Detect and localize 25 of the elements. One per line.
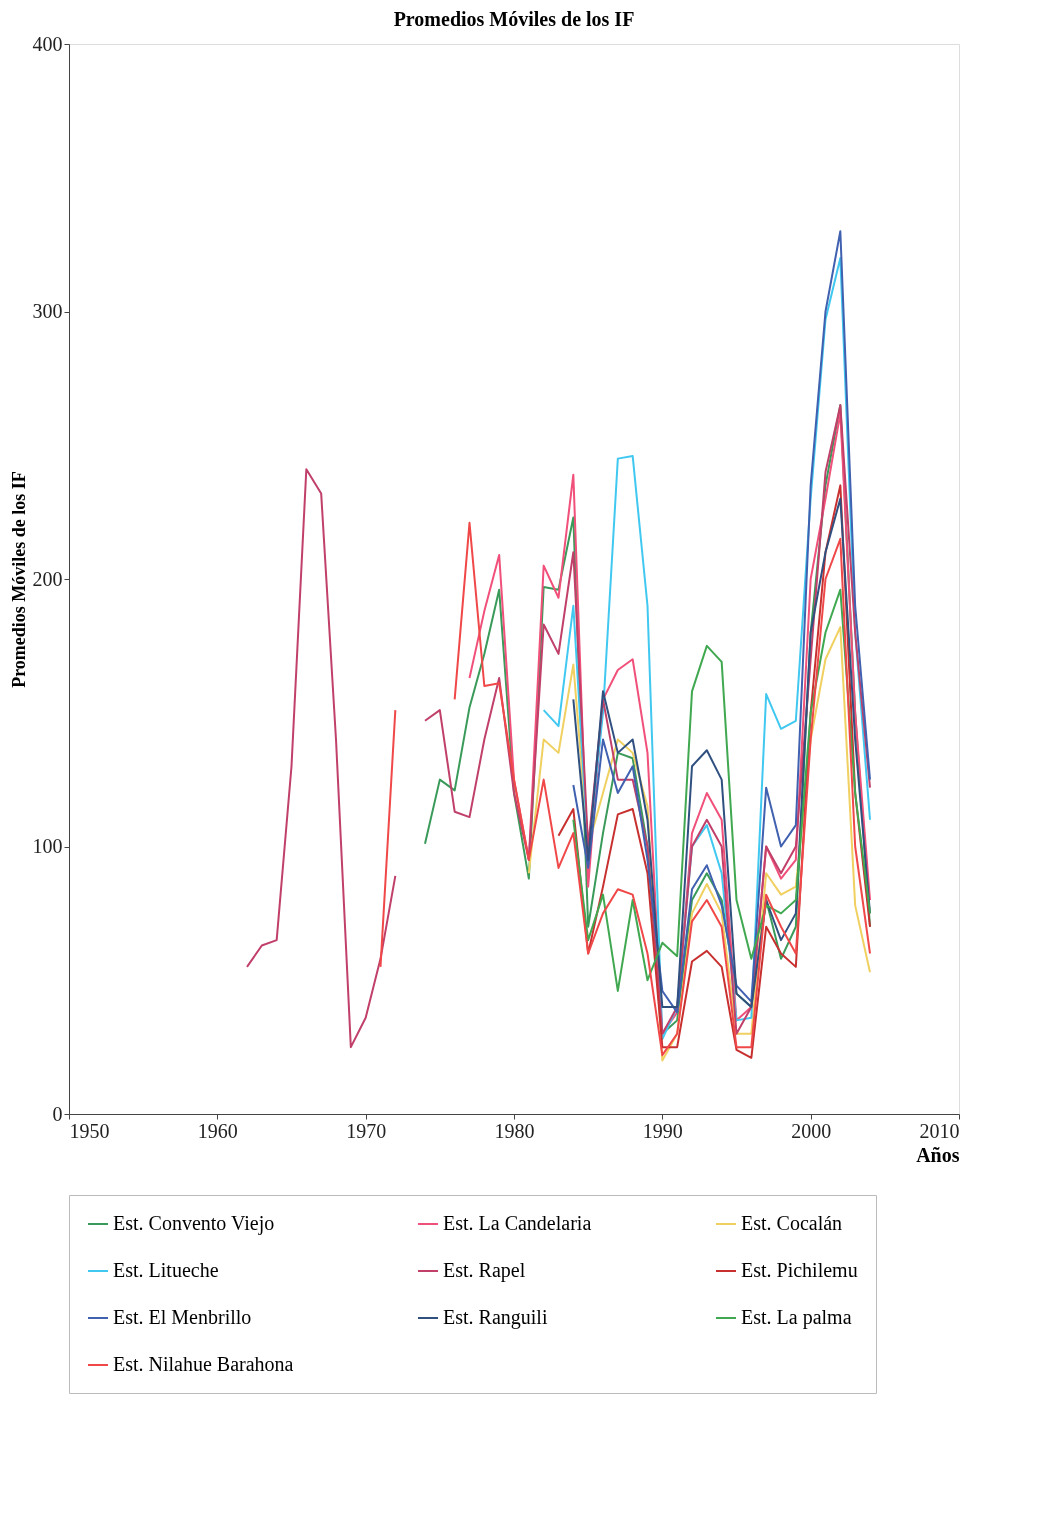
chart-title: Promedios Móviles de los IF — [393, 8, 635, 30]
legend-label: Est. La Candelaria — [443, 1212, 592, 1234]
legend-label: Est. Nilahue Barahona — [113, 1353, 294, 1375]
x-tick-label: 1970 — [346, 1119, 387, 1142]
legend-label: Est. Rapel — [443, 1259, 526, 1282]
legend-label: Est. Convento Viejo — [113, 1212, 275, 1235]
x-tick-label: 1960 — [197, 1119, 238, 1142]
y-tick-label: 100 — [32, 835, 63, 857]
legend-label: Est. Cocalán — [741, 1212, 843, 1234]
legend-label: Est. El Menbrillo — [113, 1306, 252, 1328]
y-tick-label: 200 — [32, 567, 63, 590]
legend-label: Est. Ranguili — [443, 1306, 548, 1329]
y-tick-label: 300 — [32, 300, 63, 322]
x-tick-label: 1990 — [642, 1119, 683, 1142]
x-tick-label: 1950 — [69, 1119, 110, 1142]
legend-label: Est. Pichilemu — [741, 1259, 858, 1281]
y-axis-title: Promedios Móviles de los IF — [8, 471, 29, 688]
legend-label: Est. La palma — [741, 1306, 852, 1329]
legend-label: Est. Litueche — [113, 1259, 219, 1281]
x-tick-label: 2000 — [791, 1119, 832, 1142]
x-axis-title: Años — [916, 1143, 960, 1166]
x-tick-label: 2010 — [919, 1119, 960, 1142]
x-tick-label: 1980 — [494, 1119, 535, 1142]
y-tick-label: 400 — [32, 32, 63, 55]
y-tick-label: 0 — [52, 1102, 63, 1125]
